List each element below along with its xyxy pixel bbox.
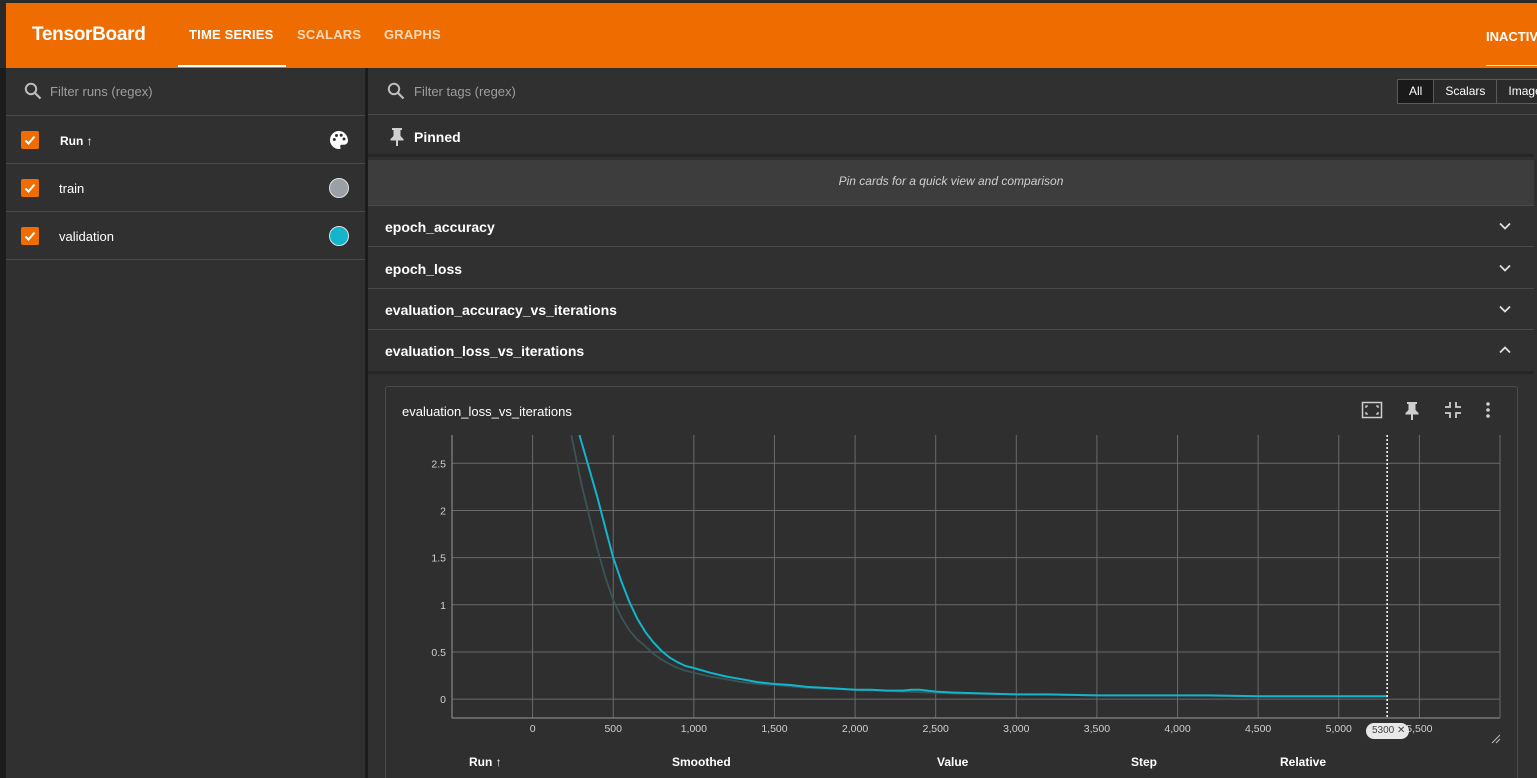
runs-filter-placeholder: Filter runs (regex) xyxy=(50,84,153,99)
more-vert-icon[interactable] xyxy=(1484,401,1492,419)
line-chart[interactable]: 0 500 1,000 1,500 2,000 2,500 3,000 3,500 4,000 4… xyxy=(386,387,1519,778)
y-tick-label: 1 xyxy=(440,600,446,612)
x-tick-label: 5,000 xyxy=(1326,723,1352,735)
scalar-card: evaluation_loss_vs_iterations 0 500 1,000 1… xyxy=(385,386,1518,778)
filter-all-button[interactable]: All xyxy=(1398,80,1435,103)
app-brand: TensorBoard xyxy=(32,24,146,45)
main-panel: Filter tags (regex) All Scalars Image Pi… xyxy=(368,68,1537,778)
chevron-down-icon xyxy=(1499,222,1511,230)
run-color-swatch[interactable] xyxy=(329,178,349,198)
tab-graphs[interactable]: GRAPHS xyxy=(384,27,441,42)
pinned-section-header: Pinned xyxy=(368,116,1534,157)
run-checkbox[interactable] xyxy=(21,179,39,197)
group-evaluation-loss[interactable]: evaluation_loss_vs_iterations xyxy=(368,330,1534,371)
select-all-checkbox[interactable] xyxy=(21,131,39,149)
y-tick-label: 0.5 xyxy=(431,647,446,659)
runs-panel: Filter runs (regex) Run ↑ train validati… xyxy=(6,68,366,778)
x-tick-label: 2,000 xyxy=(842,723,868,735)
run-name: train xyxy=(59,181,85,196)
x-tick-label: 4,500 xyxy=(1245,723,1271,735)
resize-handle-icon xyxy=(1491,734,1501,744)
active-tab-indicator xyxy=(178,65,286,67)
check-icon xyxy=(24,183,36,193)
pin-icon xyxy=(390,128,404,146)
filter-image-button[interactable]: Image xyxy=(1497,80,1537,103)
run-name: validation xyxy=(59,229,114,244)
x-tick-label: 1,500 xyxy=(761,723,787,735)
table-header-relative[interactable]: Relative xyxy=(1280,755,1327,769)
x-tick-label: 1,000 xyxy=(681,723,707,735)
tags-filter[interactable]: Filter tags (regex) All Scalars Image xyxy=(368,68,1537,115)
filter-scalars-button[interactable]: Scalars xyxy=(1434,80,1498,103)
x-tick-label: 0 xyxy=(530,723,536,735)
tab-time-series[interactable]: TIME SERIES xyxy=(189,27,274,42)
group-evaluation-accuracy[interactable]: evaluation_accuracy_vs_iterations xyxy=(368,289,1534,330)
card-title: evaluation_loss_vs_iterations xyxy=(402,404,572,419)
table-header-run[interactable]: Run ↑ xyxy=(469,755,502,769)
x-tick-label: 5,500 xyxy=(1406,723,1432,735)
table-header-smoothed[interactable]: Smoothed xyxy=(672,755,731,769)
chevron-up-icon xyxy=(1499,346,1511,354)
fit-domain-icon[interactable] xyxy=(1361,401,1383,419)
y-tick-label: 2.5 xyxy=(431,458,446,470)
x-tick-label: 2,500 xyxy=(923,723,949,735)
search-icon xyxy=(387,82,405,100)
run-color-swatch[interactable] xyxy=(329,226,349,246)
collapse-icon[interactable] xyxy=(1444,401,1462,419)
table-header-value[interactable]: Value xyxy=(937,755,969,769)
x-tick-label: 4,000 xyxy=(1164,723,1190,735)
check-icon xyxy=(24,135,36,145)
runs-filter[interactable]: Filter runs (regex) xyxy=(6,68,365,116)
x-tick-label: 500 xyxy=(604,723,622,735)
group-title: evaluation_accuracy_vs_iterations xyxy=(385,302,617,318)
tab-scalars[interactable]: SCALARS xyxy=(297,27,362,42)
pin-icon[interactable] xyxy=(1404,401,1420,421)
series-line-validation xyxy=(578,435,1388,698)
check-icon xyxy=(24,231,36,241)
run-row-validation[interactable]: validation xyxy=(6,212,365,260)
y-tick-label: 0 xyxy=(440,694,446,706)
run-sort-header[interactable]: Run ↑ xyxy=(60,134,93,148)
inactive-underline xyxy=(1486,65,1537,66)
step-chip-value: 5300 xyxy=(1372,725,1395,736)
step-selector-chip[interactable]: 5300 ✕ xyxy=(1366,723,1410,739)
top-app-bar: TensorBoard TIME SERIES SCALARS GRAPHS I… xyxy=(0,0,1537,68)
run-row-train[interactable]: train xyxy=(6,164,365,212)
pinned-title: Pinned xyxy=(414,129,461,145)
x-tick-label: 3,500 xyxy=(1084,723,1110,735)
section-divider xyxy=(368,371,1534,374)
runs-header-row: Run ↑ xyxy=(6,116,365,164)
palette-icon[interactable] xyxy=(329,130,349,150)
y-tick-label: 2 xyxy=(440,505,446,517)
search-icon xyxy=(24,82,42,100)
chevron-down-icon xyxy=(1499,264,1511,272)
x-tick-label: 3,000 xyxy=(1003,723,1029,735)
run-checkbox[interactable] xyxy=(21,227,39,245)
group-epoch-accuracy[interactable]: epoch_accuracy xyxy=(368,206,1534,247)
chevron-down-icon xyxy=(1499,305,1511,313)
pinned-empty-hint: Pin cards for a quick view and compariso… xyxy=(368,160,1534,206)
inactive-dropdown[interactable]: INACTIVE xyxy=(1486,29,1537,44)
card-type-filter: All Scalars Image xyxy=(1397,79,1537,104)
group-title: evaluation_loss_vs_iterations xyxy=(385,343,585,359)
table-header-step[interactable]: Step xyxy=(1131,755,1158,769)
y-tick-label: 1.5 xyxy=(431,553,446,565)
group-title: epoch_accuracy xyxy=(385,219,495,235)
group-title: epoch_loss xyxy=(385,261,463,277)
group-epoch-loss[interactable]: epoch_loss xyxy=(368,248,1534,289)
tags-filter-placeholder: Filter tags (regex) xyxy=(414,84,516,99)
